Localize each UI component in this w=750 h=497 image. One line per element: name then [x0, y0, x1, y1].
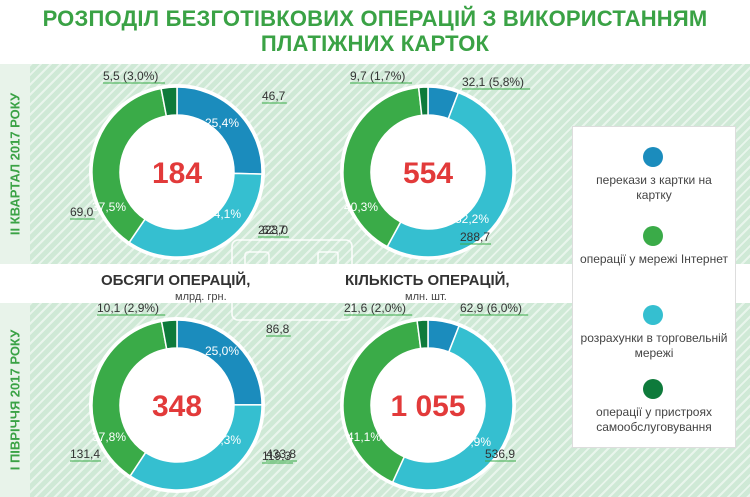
donut-percent-label: 37,5% [92, 200, 126, 214]
donut-value-label: 288,7 [460, 230, 490, 244]
legend-item: розрахунки в торговельній мережі [573, 305, 735, 375]
row-label-strip-quarter [0, 64, 30, 264]
donut-value-label: 62,7 [262, 223, 286, 237]
donut-value-label: 46,7 [262, 89, 286, 103]
legend-swatch [643, 226, 663, 246]
legend-item: операції у мережі Інтернет [573, 226, 735, 296]
donut-percent-label: 34,1% [207, 207, 241, 221]
donut-hole [371, 348, 485, 462]
donut-value-label: 223,0 [258, 223, 288, 237]
donut-percent-label: 52,2% [455, 212, 489, 226]
donut-value-label: 119,3 [262, 449, 291, 463]
chart-title-line2: ПЛАТІЖНИХ КАРТОК [260, 31, 490, 56]
column-header-count: КІЛЬКІСТЬ ОПЕРАЦІЙ, [345, 272, 510, 289]
legend-swatch [643, 147, 663, 167]
legend-item: операції у пристроях самообслуговування [573, 379, 735, 449]
donut-value-label: 32,1 (5,8%) [462, 75, 524, 89]
column-unit-count: млн. шт. [405, 291, 447, 303]
donut-chart: 1 055 41,1% 50,9% 62,9 (6,0%) 433,8 536,9 21,6… [266, 301, 529, 493]
donut-value-label: 21,6 (2,0%) [344, 301, 406, 315]
donut-value-label: 433,8 [266, 447, 296, 461]
donut-center-total: 1 055 [390, 390, 465, 423]
donut-value-label: 86,8 [266, 322, 290, 336]
donut-percent-label: 25,4% [205, 116, 239, 130]
donut-center-total: 554 [403, 157, 453, 190]
donut-percent-label: 40,3% [344, 200, 378, 214]
legend-item: перекази з картки на картку [573, 147, 735, 217]
donut-chart: 348 25,0% 37,8% 34,3% 86,8 131,4 119,3 10,1 (2,… [70, 301, 293, 493]
legend-swatch [643, 305, 663, 325]
donut-chart: 554 40,3% 52,2% 32,1 (5,8%) 223,0 288,7 9,7 (1… [258, 69, 531, 260]
donut-value-label: 536,9 [485, 447, 515, 461]
donut-percent-label: 25,0% [205, 344, 239, 358]
legend-label: перекази з картки на картку [596, 173, 712, 202]
donut-value-label: 62,9 (6,0%) [460, 301, 522, 315]
donut-center-total: 184 [152, 157, 202, 190]
chart-title-line1: РОЗПОДІЛ БЕЗГОТІВКОВИХ ОПЕРАЦІЙ З ВИКОРИ… [42, 6, 708, 31]
card-watermark-icon [231, 239, 353, 321]
donut-percent-label: 41,1% [347, 430, 381, 444]
row-label-strip-halfyear [0, 303, 30, 497]
legend: перекази з картки на картку операції у м… [572, 126, 736, 448]
donut-percent-label: 37,8% [92, 430, 126, 444]
legend-swatch [643, 379, 663, 399]
donut-percent-label: 50,9% [457, 435, 491, 449]
legend-label: операції у мережі Інтернет [580, 252, 728, 266]
donut-center-total: 348 [152, 390, 202, 423]
donut-value-label: 69,0 [70, 205, 94, 219]
donut-chart: 184 25,4% 37,5% 34,1% 46,7 69,0 62,7 5,5 (3,0%) [70, 69, 287, 260]
donut-value-label: 5,5 (3,0%) [103, 69, 158, 83]
donut-value-label: 131,4 [70, 447, 100, 461]
donut-percent-label: 34,3% [207, 433, 241, 447]
column-header-volume: ОБСЯГИ ОПЕРАЦІЙ, [101, 272, 251, 289]
donut-hole [120, 115, 234, 229]
donut-hole [371, 115, 485, 229]
legend-label: операції у пристроях самообслуговування [596, 405, 712, 434]
donut-hole [120, 348, 234, 462]
legend-label: розрахунки в торговельній мережі [580, 331, 728, 360]
donut-value-label: 9,7 (1,7%) [350, 69, 405, 83]
column-unit-volume: млрд. грн. [175, 291, 227, 303]
donut-value-label: 10,1 (2,9%) [97, 301, 159, 315]
